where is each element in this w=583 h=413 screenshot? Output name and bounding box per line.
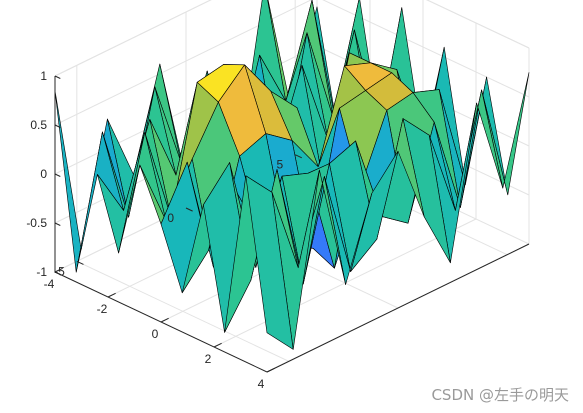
y-tick-label: 5 [276, 158, 283, 172]
grid-line [322, 0, 530, 98]
z-tick-mark [54, 124, 61, 128]
y-tick-mark [185, 207, 193, 212]
z-tick-mark [54, 173, 61, 177]
y-axis-line [266, 243, 530, 373]
x-tick-mark [107, 292, 116, 298]
grid-line [76, 260, 290, 362]
z-tick-label: -1 [36, 265, 47, 279]
x-tick-label: 4 [258, 377, 265, 391]
x-tick-label: 0 [152, 327, 159, 341]
box-edge [426, 0, 530, 49]
z-tick-mark [54, 75, 61, 79]
y-tick-label: -5 [54, 264, 65, 278]
x-tick-mark [266, 367, 275, 373]
x-tick-mark [160, 317, 169, 323]
y-tick-mark [294, 154, 303, 159]
z-tick-label: 0.5 [30, 118, 47, 132]
z-tick-mark [54, 222, 61, 226]
box-edge [54, 0, 212, 77]
x-tick-label: -2 [97, 302, 108, 316]
grid-line [54, 0, 312, 126]
surface-face [460, 76, 509, 208]
axes: -4 -2 0 2 4 -5 0 5 -1 -0.5 0 0.5 1 [26, 69, 530, 391]
y-tick-mark [76, 260, 84, 265]
x-tick-label: -4 [44, 277, 55, 291]
y-tick-label: 0 [167, 211, 174, 225]
x-tick-mark [54, 267, 63, 273]
x-tick-mark [213, 342, 222, 348]
z-tick-mark [54, 271, 61, 275]
z-tick-label: 0 [40, 167, 47, 181]
z-tick-label: -0.5 [26, 216, 47, 230]
surface-face [245, 175, 294, 350]
z-tick-label: 1 [40, 69, 47, 83]
watermark: CSDN @左手の明天 [431, 386, 569, 404]
surface-faces [54, 0, 530, 350]
x-tick-label: 2 [205, 352, 212, 366]
